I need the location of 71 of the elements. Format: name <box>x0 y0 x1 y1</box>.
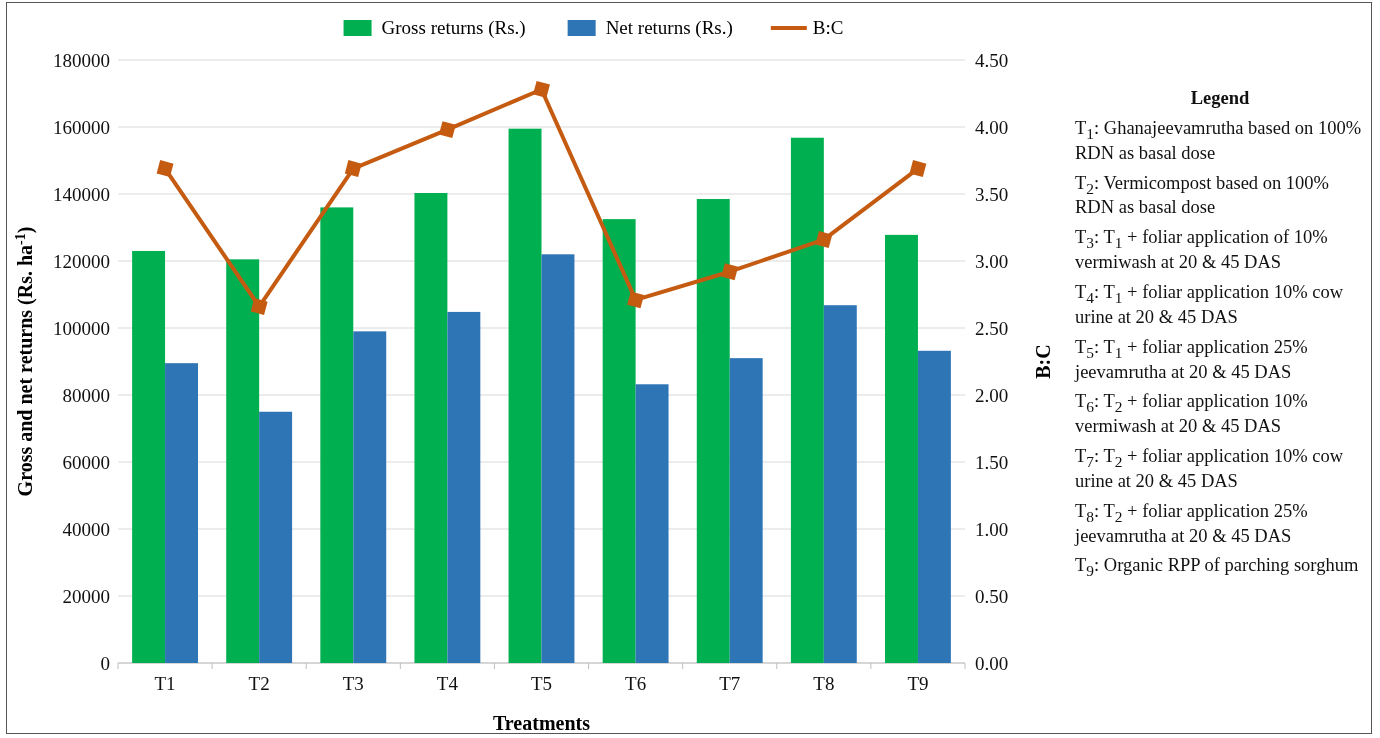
y2-tick-label: 3.50 <box>975 183 1009 205</box>
y-tick-label: 60000 <box>62 451 110 473</box>
point <box>344 160 362 177</box>
bar <box>635 384 669 663</box>
x-tick-label: T3 <box>342 673 364 695</box>
text: T$_{1}$: Ghanajeevamrutha based on 100% RDN as basal dose <box>1075 117 1363 165</box>
y2-tick-label: 4.50 <box>975 49 1009 71</box>
text: Legend <box>1189 88 1251 110</box>
x-tick-label: T1 <box>154 673 176 695</box>
x-tick-label: T4 <box>436 673 459 695</box>
y2-tick-label: 3.00 <box>975 250 1009 272</box>
text: T$_{5}$: T$_{1}$ + foliar application 25% jeevamrutha at 20 & 45 DAS <box>1075 336 1309 384</box>
x-tick-label: T2 <box>248 673 270 695</box>
y2-tick-label: 4.00 <box>975 116 1009 138</box>
point <box>533 81 550 98</box>
bar <box>226 259 260 663</box>
bar <box>132 250 166 663</box>
y2-tick-label: 1.00 <box>975 518 1009 540</box>
legend-label: B:C <box>812 17 844 38</box>
y-tick-label: 120000 <box>53 250 110 272</box>
bar <box>259 411 293 663</box>
text: T$_{6}$: T$_{2}$ + foliar application 10% vermiwash at 20 & 45 DAS <box>1075 391 1309 439</box>
bar <box>790 137 824 663</box>
point <box>627 291 645 309</box>
y-tick-label: 20000 <box>62 585 110 607</box>
y2-tick-label: 2.00 <box>975 384 1009 406</box>
x-tick-label: T8 <box>813 673 835 695</box>
text: T$_{4}$: T$_{1}$ + foliar application 10% cow urine at 20 & 45 DAS <box>1075 281 1344 329</box>
legend-label: Gross returns (Rs.) <box>381 17 526 39</box>
point <box>438 121 456 139</box>
y-tick-label: 0 <box>100 652 110 674</box>
bar <box>541 254 575 663</box>
bar <box>917 350 951 663</box>
x-tick-label: T6 <box>625 673 647 695</box>
y2-axis-title: B:C <box>1032 344 1054 379</box>
y-tick-label: 100000 <box>53 317 110 339</box>
bar <box>414 193 448 663</box>
bar <box>602 219 636 663</box>
bar <box>885 234 918 663</box>
bar <box>165 363 198 663</box>
point <box>721 263 739 281</box>
point <box>815 231 833 248</box>
bar <box>696 199 730 663</box>
x-tick-label: T7 <box>719 673 741 695</box>
y-tick-label: 40000 <box>62 518 110 540</box>
bar <box>508 128 542 663</box>
y2-tick-label: 2.50 <box>975 317 1009 339</box>
legend-label: Net returns (Rs.) <box>605 17 733 39</box>
bar <box>447 311 481 663</box>
x-tick-label: T9 <box>907 673 929 695</box>
point <box>156 160 174 177</box>
text: T$_{7}$: T$_{2}$ + foliar application 10% cow urine at 20 & 45 DAS <box>1075 446 1344 493</box>
bar <box>823 305 857 663</box>
point <box>909 160 927 177</box>
bar <box>353 331 387 663</box>
bar <box>320 207 354 663</box>
text: T$_{8}$: T$_{2}$ + foliar application 25% jeevamrutha at 20 & 45 DAS <box>1075 500 1309 548</box>
text: T$_{9}$: Organic RPP of parching sorghum <box>1075 555 1360 581</box>
bar <box>729 358 763 663</box>
y-tick-label: 140000 <box>53 183 110 205</box>
point <box>250 298 268 315</box>
y-tick-label: 160000 <box>53 116 110 138</box>
y2-tick-label: 1.50 <box>975 451 1009 473</box>
y-tick-label: 180000 <box>53 49 110 71</box>
text: T$_{3}$: T$_{1}$ + foliar application of 10% vermiwash at 20 & 45 DAS <box>1075 227 1329 274</box>
x-tick-label: T5 <box>530 673 553 695</box>
y2-tick-label: 0.00 <box>975 652 1009 674</box>
y-tick-label: 80000 <box>62 384 110 406</box>
text: T$_{2}$: Vermicompost based on 100% RDN as basal dose <box>1075 172 1330 220</box>
y2-tick-label: 0.50 <box>975 585 1009 607</box>
x-axis-title: Treatments <box>492 712 591 734</box>
